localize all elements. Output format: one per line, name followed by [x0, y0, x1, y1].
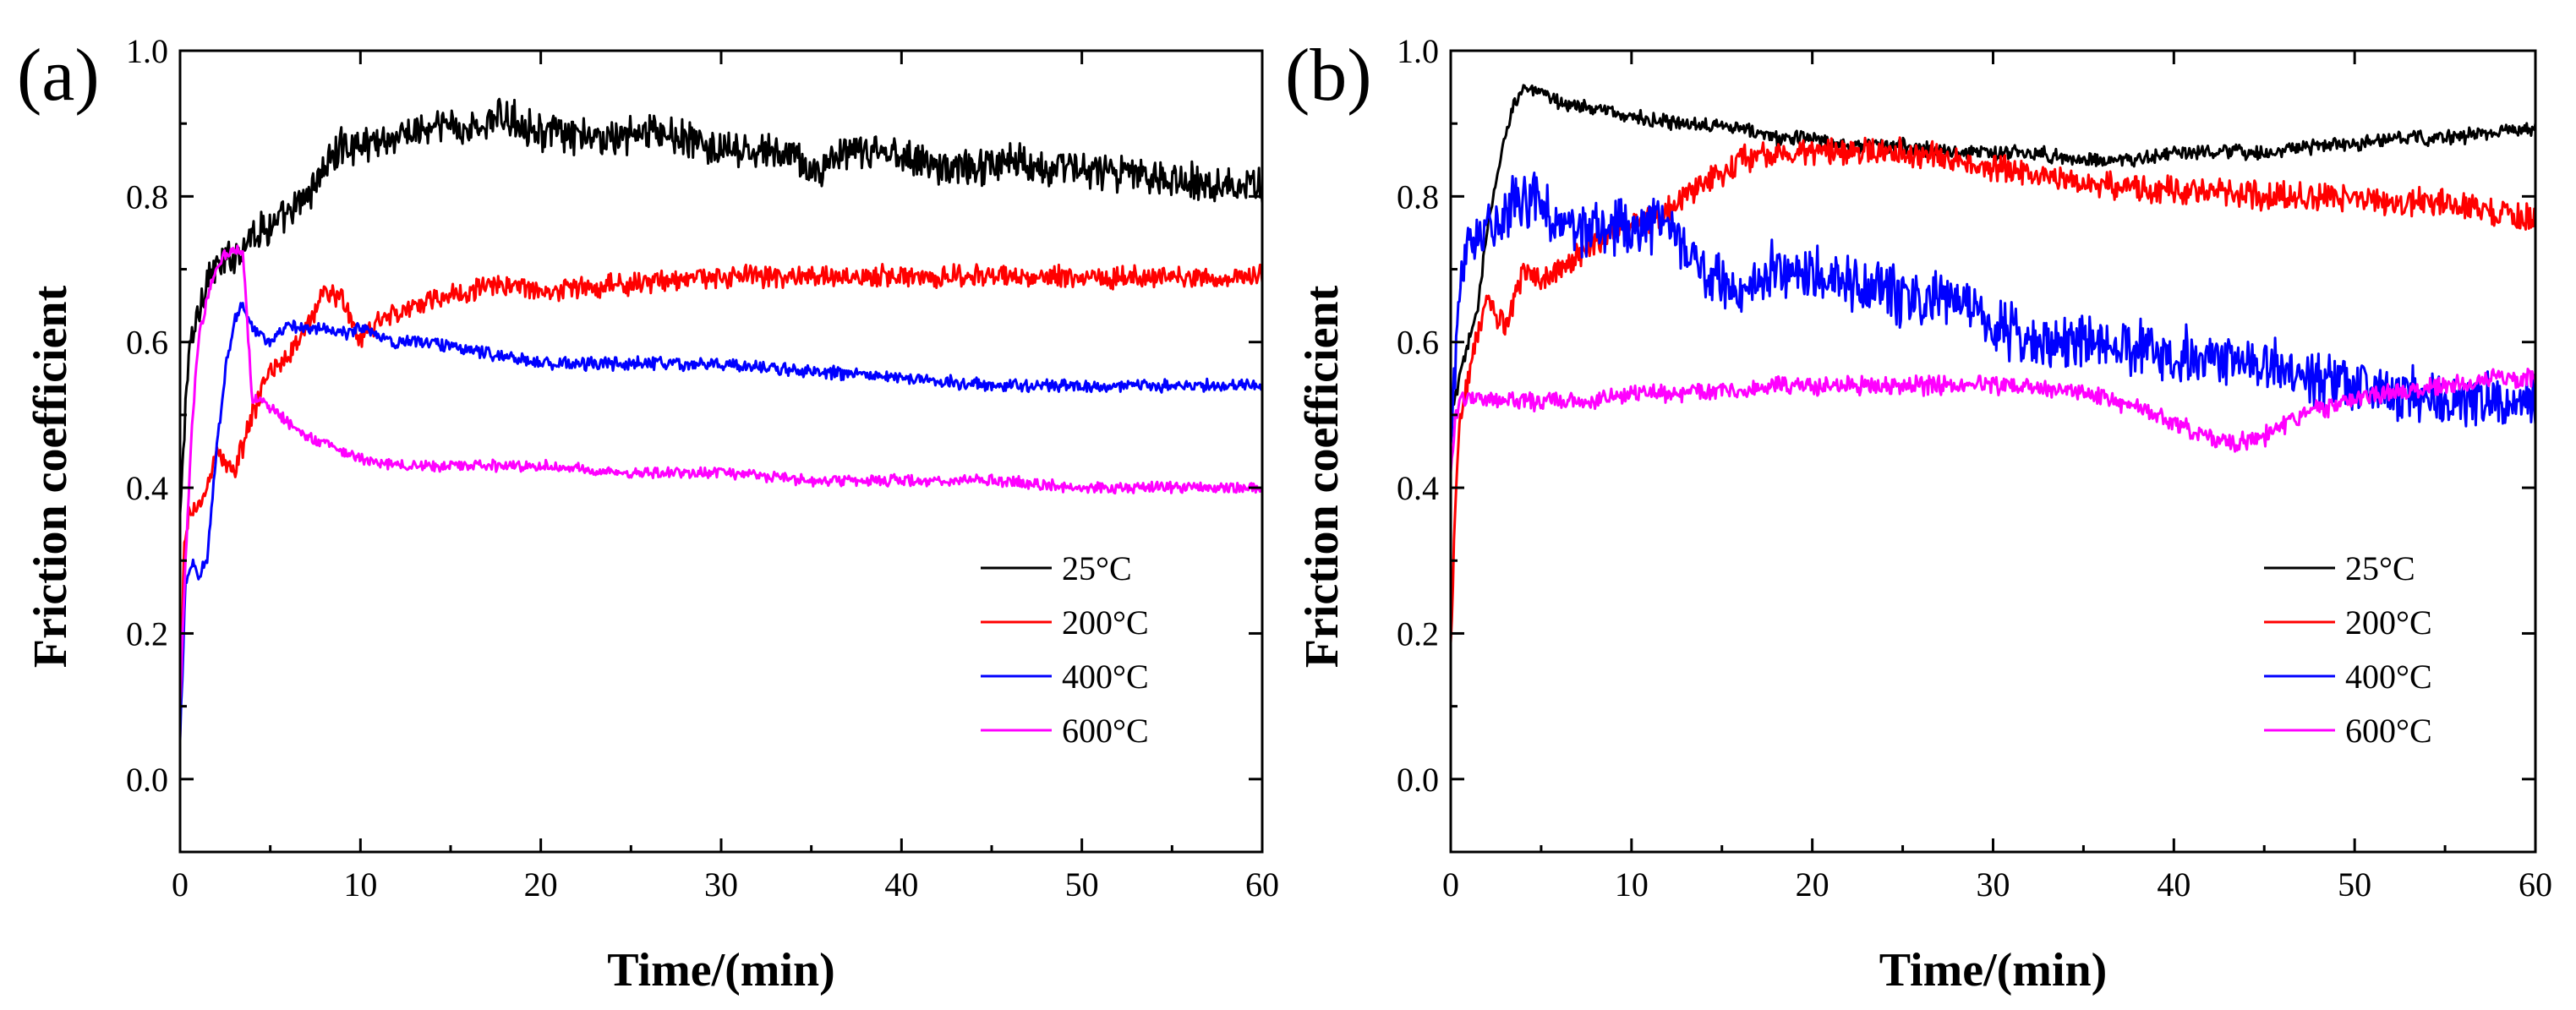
- y-tick-label: 0.6: [1397, 324, 1439, 362]
- x-tick-label: 30: [1977, 865, 2010, 904]
- y-tick-label: 0.2: [1397, 614, 1439, 652]
- x-tick-label: 30: [704, 865, 738, 904]
- y-tick-label: 1.0: [1397, 32, 1439, 70]
- legend: 25°C 200°C 400°C 600°C: [2264, 549, 2432, 750]
- series-line-400c: [180, 302, 1262, 741]
- x-tick-label: 20: [524, 865, 558, 904]
- legend-label-400c: 400°C: [1062, 658, 1149, 696]
- y-tick-label: 0.0: [1397, 761, 1439, 799]
- y-tick-label: 0.6: [126, 324, 168, 362]
- legend-label-200c: 200°C: [2345, 603, 2432, 641]
- y-axis-title: Friction coefficient: [25, 285, 77, 668]
- series-line-25c: [1451, 84, 2535, 412]
- panel-label: (b): [1285, 35, 1372, 117]
- x-tick-label: 10: [1615, 865, 1649, 904]
- x-axis-title: Time/(min): [607, 944, 835, 996]
- y-tick-label: 0.2: [126, 614, 168, 652]
- legend-label-25c: 25°C: [2345, 549, 2415, 587]
- x-tick-label: 50: [1065, 865, 1099, 904]
- legend-label-600c: 600°C: [2345, 712, 2432, 750]
- x-tick-label: 60: [2519, 865, 2552, 904]
- panel-label: (a): [17, 35, 100, 117]
- legend-label-600c: 600°C: [1062, 712, 1149, 750]
- y-tick-label: 0.8: [1397, 177, 1439, 216]
- legend-label-200c: 200°C: [1062, 603, 1149, 641]
- series-line-400c: [1451, 171, 2535, 446]
- legend-label-400c: 400°C: [2345, 658, 2432, 696]
- series-group: [1451, 84, 2535, 644]
- series-line-600c: [1451, 368, 2535, 473]
- y-tick-label: 0.4: [126, 469, 168, 507]
- x-tick-label: 40: [2157, 865, 2190, 904]
- y-tick-label: 0.0: [126, 761, 168, 799]
- x-tick-label: 50: [2338, 865, 2371, 904]
- x-tick-label: 0: [172, 865, 189, 904]
- chart-panel-b: 0 10 20 30 40 50 60 0.0 0.2 0.4 0.6 0.8 1.0 Time/(min…: [1285, 32, 2552, 996]
- x-axis-title: Time/(min): [1879, 944, 2108, 996]
- y-axis-title: Friction coefficient: [1296, 285, 1348, 668]
- x-tick-label: 0: [1442, 865, 1459, 904]
- x-tick-label: 40: [884, 865, 918, 904]
- legend: 25°C 200°C 400°C 600°C: [981, 549, 1149, 750]
- y-tick-label: 0.4: [1397, 469, 1439, 507]
- x-tick-label: 20: [1796, 865, 1829, 904]
- series-line-200c: [180, 263, 1262, 738]
- chart-panel-a: 0 10 20 30 40 50 60 0.0 0.2 0.4 0.6 0.8 1.0 Time/(min…: [17, 32, 1279, 996]
- series-group: [180, 97, 1262, 741]
- y-tick-label: 1.0: [126, 32, 168, 70]
- series-line-25c: [180, 97, 1262, 514]
- x-tick-label: 60: [1245, 865, 1279, 904]
- legend-label-25c: 25°C: [1062, 549, 1132, 587]
- x-tick-label: 10: [343, 865, 377, 904]
- series-line-600c: [180, 244, 1262, 706]
- y-tick-label: 0.8: [126, 177, 168, 216]
